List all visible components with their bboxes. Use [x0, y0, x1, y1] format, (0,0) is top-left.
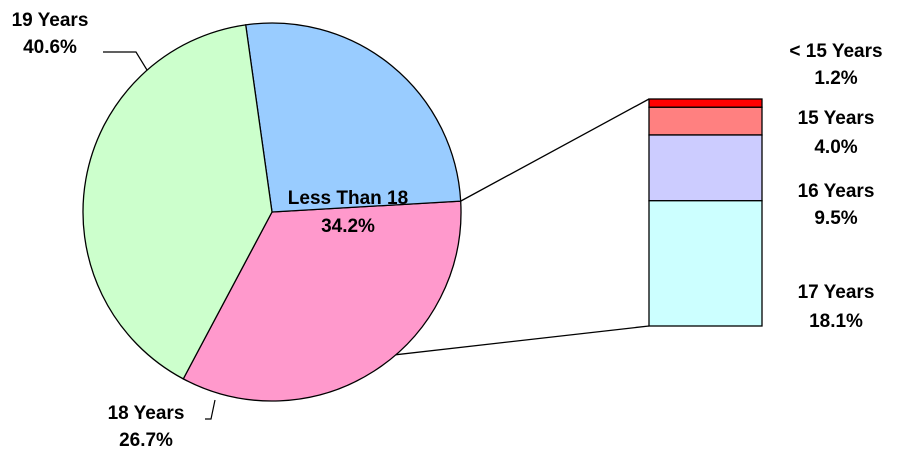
- bar-segment-17-years: [648, 200, 763, 327]
- pie-slice-18-years: [244, 22, 462, 213]
- value-label-17-years: 18.1%: [809, 311, 863, 332]
- value-label-18-years: 26.7%: [119, 430, 173, 451]
- label-less-than-18: Less Than 18: [288, 188, 408, 209]
- value-label-less-than-18: 34.2%: [321, 216, 375, 237]
- label-19-years: 19 Years: [12, 10, 89, 31]
- leader-lines: [103, 51, 216, 420]
- connector-line-top: [460, 98, 650, 202]
- pie-slice-19-years: [82, 24, 273, 380]
- label-15-years: 15 Years: [798, 108, 875, 129]
- pie: [82, 22, 462, 402]
- leader-line-18-years: [205, 399, 216, 420]
- value-label-15-years: 4.0%: [814, 137, 857, 158]
- labels: Less Than 18 34.2% 18 Years 26.7% 19 Years 40…: [12, 10, 883, 451]
- label-16-years: 16 Years: [798, 181, 875, 202]
- bar-segment-15-years: [648, 98, 763, 108]
- bar-segment-16-years: [648, 134, 763, 202]
- value-label-16-years: 9.5%: [814, 208, 857, 229]
- breakdown-bar: [648, 98, 763, 327]
- value-label-19-years: 40.6%: [23, 37, 77, 58]
- leader-line-19-years: [103, 51, 148, 71]
- label-17-years: 17 Years: [798, 282, 875, 303]
- pie-slice-less-than-18: [182, 200, 462, 402]
- bar-segment-15-years: [648, 106, 763, 136]
- value-label-15-years: 1.2%: [814, 68, 857, 89]
- label-15-years: < 15 Years: [789, 41, 882, 62]
- label-18-years: 18 Years: [108, 403, 185, 424]
